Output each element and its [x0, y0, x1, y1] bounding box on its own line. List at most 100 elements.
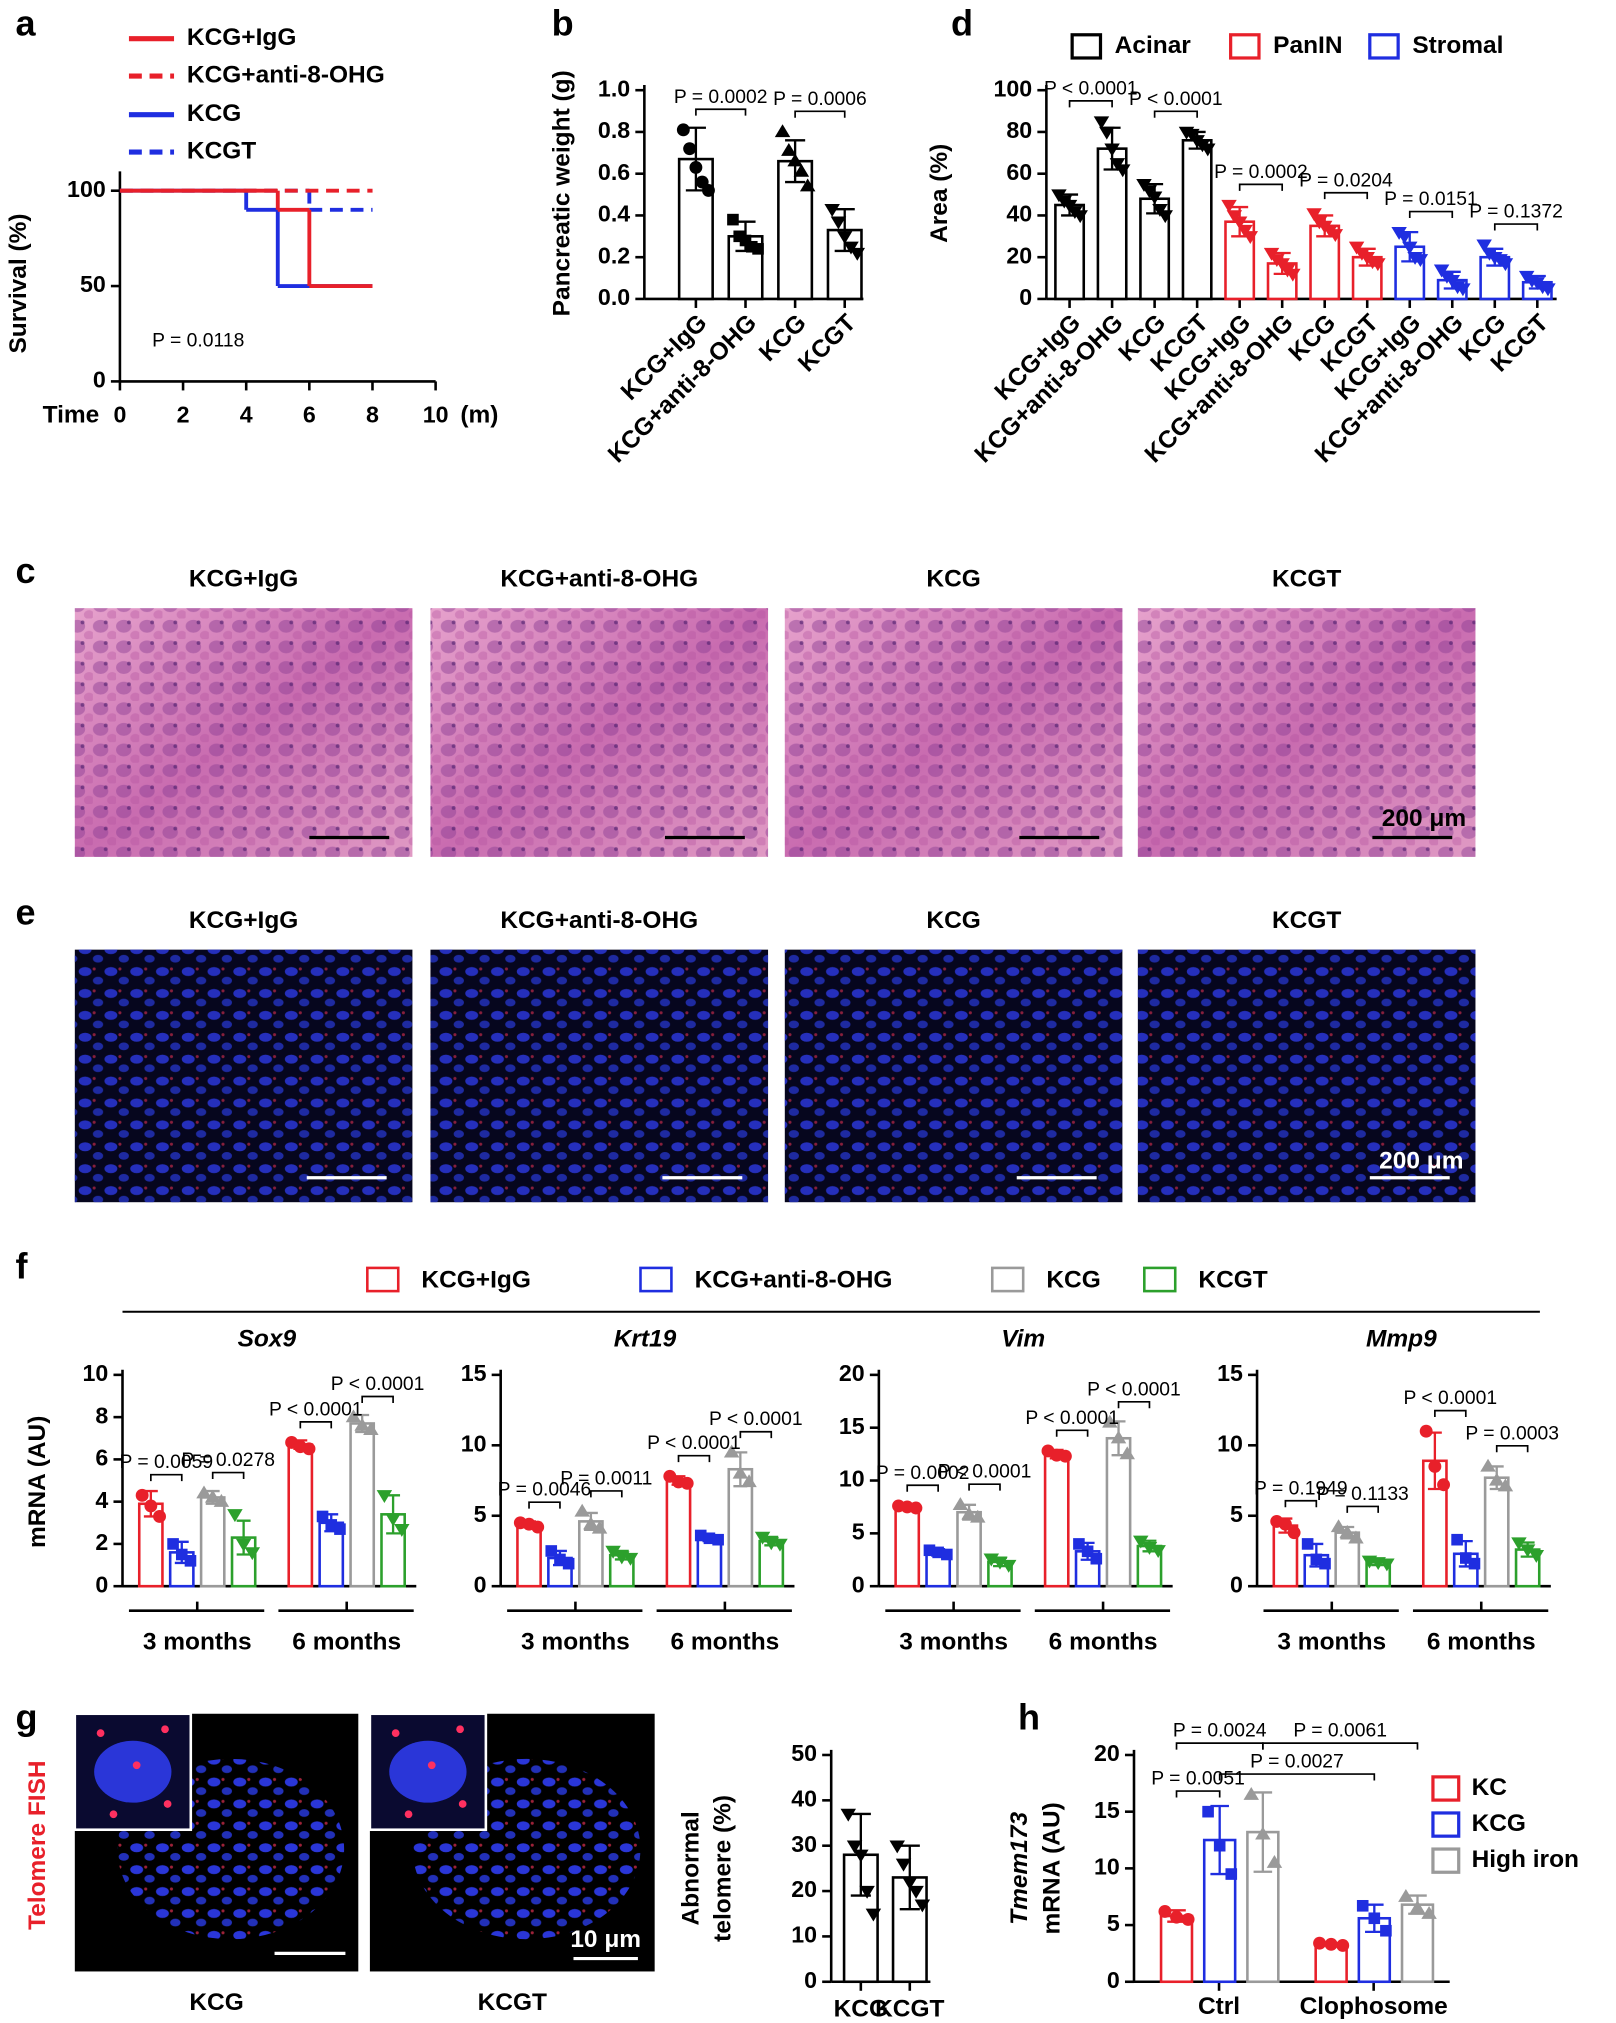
p-value: P = 0.0024 — [1173, 1721, 1267, 1742]
data-point — [741, 1474, 757, 1488]
y-tick-label: 0 — [1019, 284, 1032, 310]
bar — [516, 1522, 542, 1588]
group-line — [278, 1601, 414, 1612]
y-tick-label: 0 — [1230, 1571, 1243, 1597]
y-tick-label: 5 — [1107, 1910, 1120, 1936]
legend-label: KCG — [1046, 1266, 1100, 1293]
inset-chromosome — [389, 1740, 467, 1803]
x-tick-label: 10 — [423, 401, 449, 427]
data-point — [1000, 1559, 1017, 1573]
data-point — [1398, 1888, 1414, 1902]
y-tick-label: 0.6 — [598, 159, 630, 185]
data-point — [1099, 126, 1115, 140]
data-point — [932, 1546, 944, 1559]
y-axis-label: Abnormal — [678, 1811, 705, 1925]
y-tick-label: 40 — [1006, 201, 1032, 227]
y-tick-label: 5 — [1230, 1501, 1243, 1527]
data-point — [562, 1557, 575, 1570]
data-point — [302, 1442, 316, 1456]
data-point — [153, 1510, 166, 1523]
data-point — [385, 1513, 401, 1527]
data-point — [1225, 1868, 1238, 1880]
legend-swatch — [1368, 33, 1400, 60]
data-point — [732, 1465, 749, 1479]
x-tick-label: 4 — [240, 401, 253, 427]
image-title: KCGT — [1272, 565, 1341, 592]
p-value: P = 0.0278 — [181, 1450, 275, 1471]
y-tick-label: 100 — [67, 176, 106, 202]
p-value: P = 0.0027 — [1250, 1752, 1344, 1773]
data-point — [689, 160, 703, 174]
scale-label: 200 μm — [1379, 1148, 1463, 1175]
data-point — [1356, 1899, 1369, 1912]
data-point — [316, 1510, 329, 1523]
y-tick-label: 0 — [474, 1571, 487, 1597]
data-point — [702, 183, 715, 197]
data-point — [849, 247, 866, 261]
micrograph-texture — [1137, 608, 1476, 857]
data-point — [739, 234, 752, 247]
scale-label: 200 μm — [1382, 805, 1466, 832]
significance-bracket — [590, 1490, 623, 1498]
data-point — [1370, 258, 1386, 272]
data-point — [1287, 1526, 1301, 1540]
y-axis-label: Area (%) — [926, 144, 953, 243]
significance-bracket — [1408, 210, 1454, 218]
telomere-dot — [96, 1729, 105, 1737]
p-value: P < 0.0001 — [1404, 1388, 1498, 1409]
data-point — [1480, 1458, 1496, 1472]
data-point — [325, 1519, 338, 1531]
p-value: P = 0.0061 — [1293, 1721, 1387, 1742]
p-value: P = 0.0059 — [119, 1452, 213, 1473]
panel-title: Krt19 — [614, 1326, 677, 1353]
x-tick-label: KCG — [834, 1996, 888, 2023]
x-tick-label: KCGT — [793, 309, 861, 377]
y-tick-label: 30 — [791, 1831, 817, 1857]
data-point — [1455, 283, 1471, 297]
data-point — [1488, 1472, 1505, 1486]
group-line — [507, 1601, 643, 1612]
legend-label: Acinar — [1115, 32, 1192, 59]
data-point — [345, 1409, 362, 1423]
y-tick-label: 0.0 — [598, 284, 630, 310]
data-point — [1380, 1924, 1392, 1937]
data-point — [227, 1509, 243, 1523]
data-point — [745, 240, 758, 253]
x-tick-label: KCGT — [875, 1996, 944, 2023]
data-point — [1330, 1519, 1347, 1533]
y-tick-label: 0 — [93, 367, 106, 393]
data-point — [1396, 231, 1413, 245]
group-label: 6 months — [1049, 1628, 1158, 1655]
group-label: 6 months — [1427, 1628, 1536, 1655]
telomere-dot — [163, 1800, 172, 1808]
significance-bracket — [1262, 1742, 1419, 1750]
data-point — [244, 1547, 261, 1561]
y-axis-label: Tmem173 — [1006, 1812, 1033, 1925]
data-point — [531, 1520, 545, 1534]
y-tick-label: 15 — [461, 1360, 487, 1386]
telomere-dot — [161, 1725, 169, 1734]
data-point — [895, 1858, 912, 1872]
data-point — [1266, 1854, 1283, 1868]
data-point — [1133, 1535, 1149, 1549]
x-tick-label: Ctrl — [1198, 1993, 1240, 2020]
data-point — [135, 1488, 149, 1502]
panel-label: b — [552, 2, 574, 43]
data-point — [1402, 241, 1418, 255]
significance-bracket — [1218, 1773, 1376, 1781]
data-point — [1497, 258, 1514, 272]
data-point — [1306, 208, 1322, 222]
telomere-dot — [404, 1810, 413, 1819]
group-label: 6 months — [292, 1628, 401, 1655]
data-point — [144, 1499, 158, 1513]
data-point — [824, 204, 840, 217]
data-point — [1319, 1557, 1331, 1570]
significance-bracket — [1117, 1400, 1151, 1409]
data-point — [1158, 1905, 1172, 1918]
data-point — [1119, 1446, 1135, 1460]
panel-title: Sox9 — [238, 1326, 297, 1353]
y-tick-label: 10 — [839, 1466, 865, 1492]
legend-label: KCG+IgG — [187, 24, 296, 51]
p-value: P = 0.0002 — [674, 87, 768, 108]
y-tick-label: 10 — [1094, 1854, 1120, 1880]
